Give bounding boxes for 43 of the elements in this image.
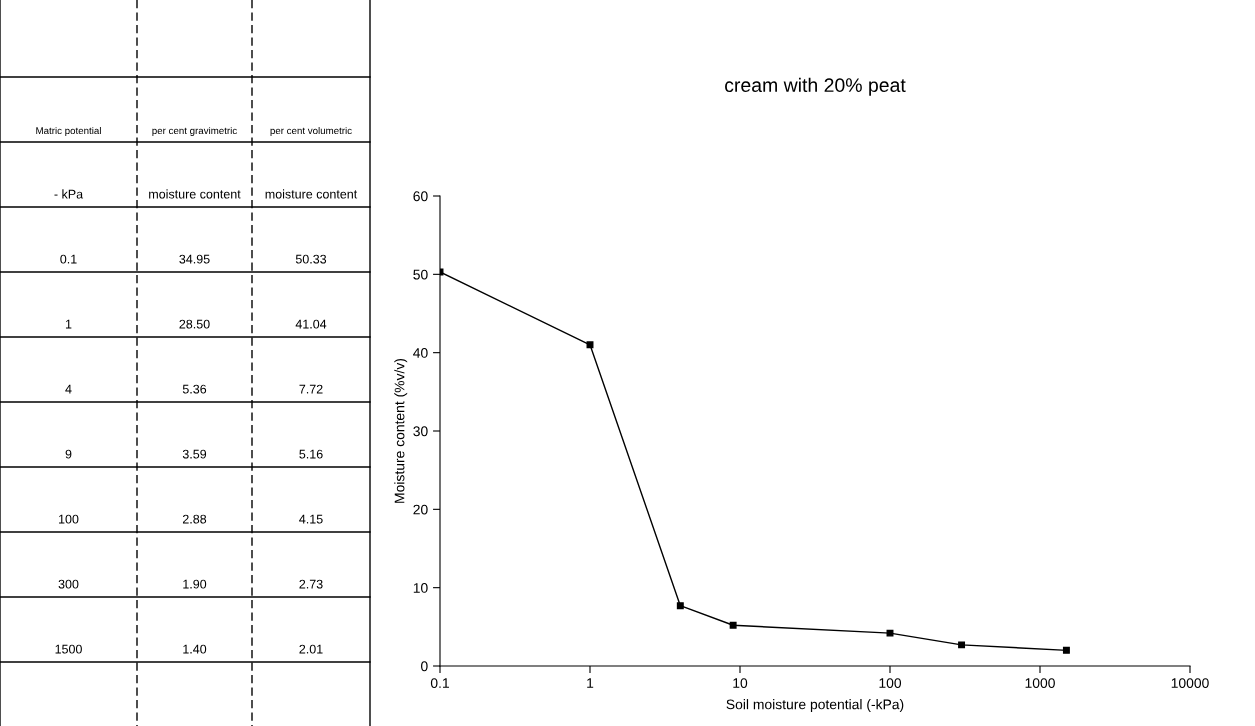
text: 4 — [65, 384, 72, 394]
text: 50.33 — [295, 254, 327, 264]
text: moisture content — [149, 189, 241, 199]
x-tick-label: 0.1 — [430, 678, 449, 689]
text: 5.16 — [299, 449, 323, 459]
text: 1.40 — [183, 644, 207, 654]
text: 9 — [65, 449, 72, 459]
text: 5.36 — [182, 384, 207, 394]
x-axis-title: Soil moisture potential (-kPa) — [726, 699, 904, 713]
text: 2.88 — [182, 514, 207, 524]
x-tick-label: 1000 — [1025, 678, 1055, 689]
text: 41.04 — [295, 319, 327, 329]
text: Matric potential — [36, 126, 101, 136]
text: 1500 — [55, 644, 82, 654]
y-tick-label: 60 — [413, 191, 428, 202]
text: 3.59 — [182, 449, 207, 459]
chart-title: cream with 20% peat — [725, 77, 906, 96]
y-tick-label: 0 — [421, 661, 428, 672]
text: 2.01 — [299, 644, 323, 654]
text: per cent gravimetric — [152, 126, 237, 136]
y-tick-label: 10 — [413, 583, 428, 593]
text: 300 — [58, 579, 79, 589]
text: 0.1 — [60, 254, 77, 264]
text: 4.15 — [299, 514, 323, 524]
y-tick-label: 30 — [413, 426, 428, 437]
text: 28.50 — [179, 319, 210, 329]
text: 1 — [65, 319, 72, 329]
text: 100 — [59, 514, 79, 524]
x-tick-label: 10 — [733, 678, 748, 689]
text: - kPa — [54, 189, 84, 199]
x-tick-label: 10000 — [1171, 678, 1209, 689]
y-tick-label: 40 — [413, 348, 428, 358]
text: 1.90 — [183, 579, 207, 589]
y-tick-label: 20 — [413, 504, 428, 515]
text: moisture content — [265, 189, 358, 199]
x-tick-label: 1 — [587, 678, 594, 688]
text: per cent volumetric — [270, 126, 352, 136]
y-axis-title: Moisture content (%v/v) — [394, 358, 408, 503]
x-tick-label: 100 — [879, 678, 902, 689]
text: 34.95 — [179, 254, 210, 264]
text: 7.72 — [299, 384, 323, 394]
y-tick-label: 50 — [413, 269, 428, 280]
text: 2.73 — [299, 579, 323, 589]
